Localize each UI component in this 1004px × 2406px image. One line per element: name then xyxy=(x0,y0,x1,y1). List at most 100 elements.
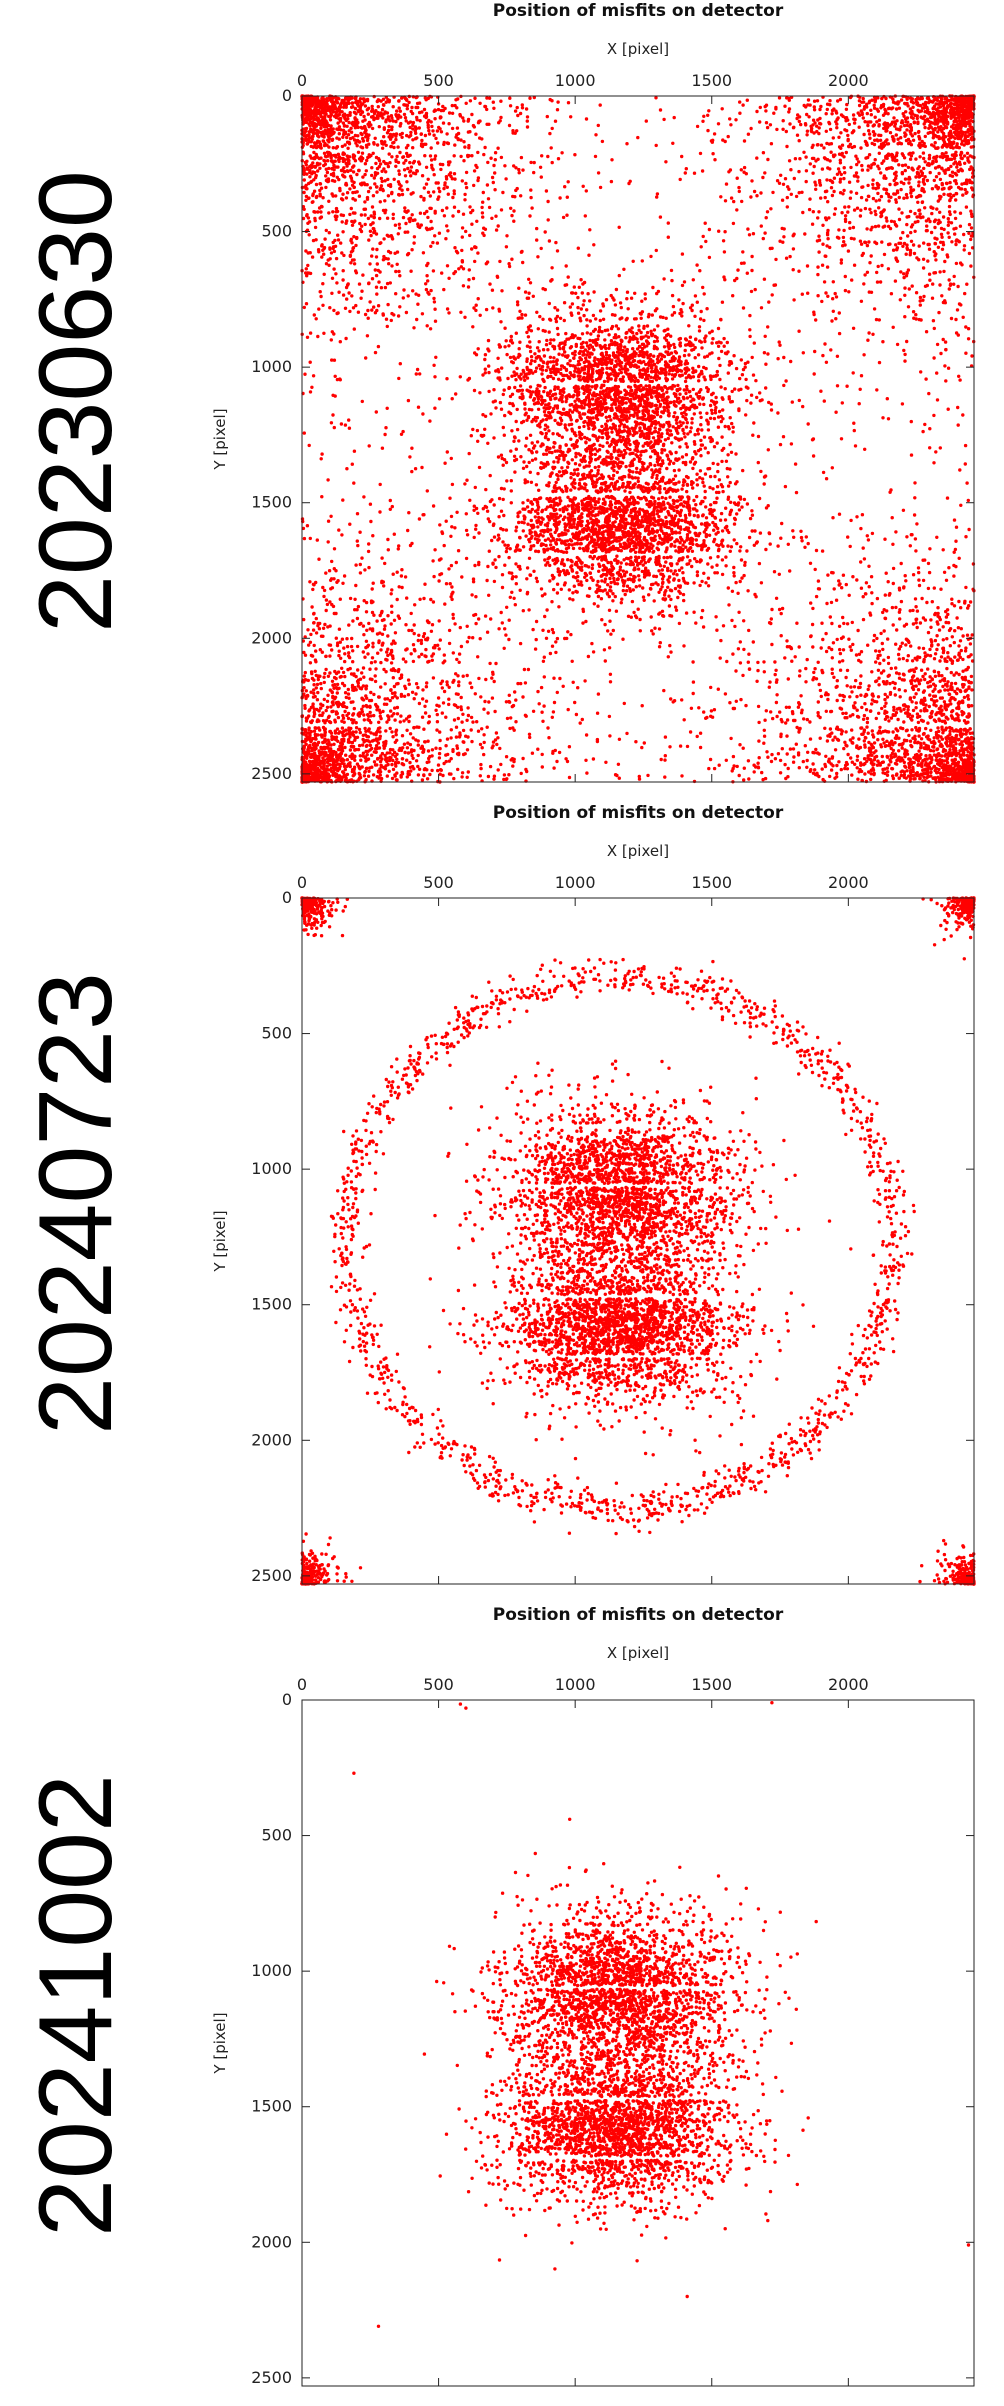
data-point xyxy=(642,360,646,364)
data-point xyxy=(327,199,331,203)
data-point xyxy=(528,349,533,354)
data-point xyxy=(609,418,613,422)
data-point xyxy=(572,584,576,588)
data-point xyxy=(784,379,788,383)
data-point xyxy=(777,340,781,344)
data-point xyxy=(626,307,630,311)
data-point xyxy=(528,370,532,374)
data-point xyxy=(582,375,586,380)
data-point xyxy=(629,547,633,552)
data-point xyxy=(669,268,674,273)
data-point xyxy=(577,285,581,289)
data-point xyxy=(544,434,548,439)
data-point xyxy=(651,487,656,491)
data-point xyxy=(619,364,623,369)
data-point xyxy=(703,489,707,494)
data-point xyxy=(632,317,637,321)
data-point xyxy=(528,345,532,349)
data-point xyxy=(720,435,724,439)
data-point xyxy=(449,514,454,519)
data-point xyxy=(559,395,563,399)
data-point xyxy=(633,291,637,295)
data-point xyxy=(707,466,712,471)
data-point xyxy=(502,433,506,437)
data-point xyxy=(543,538,548,542)
data-point xyxy=(655,412,660,417)
data-point xyxy=(705,307,709,311)
data-point xyxy=(588,586,592,591)
data-point xyxy=(585,489,589,493)
data-point xyxy=(647,593,651,597)
data-point xyxy=(527,448,531,452)
data-point xyxy=(664,522,669,526)
data-point xyxy=(564,331,568,336)
data-point xyxy=(655,410,660,414)
data-point xyxy=(582,313,586,318)
data-point xyxy=(556,332,560,337)
data-point xyxy=(341,230,345,234)
data-point xyxy=(714,525,718,529)
data-point xyxy=(638,426,642,430)
data-point xyxy=(556,386,560,391)
data-point xyxy=(706,428,711,432)
data-point xyxy=(520,420,524,425)
data-point xyxy=(646,409,651,413)
data-point xyxy=(523,407,527,411)
data-point xyxy=(586,369,591,374)
data-point xyxy=(601,390,605,394)
data-point xyxy=(649,537,654,541)
data-point xyxy=(632,364,636,368)
data-point xyxy=(552,338,556,342)
data-point xyxy=(550,471,554,475)
data-point xyxy=(573,468,577,472)
data-point xyxy=(622,448,627,453)
data-point xyxy=(673,411,677,415)
data-point xyxy=(443,461,447,465)
data-point xyxy=(576,393,581,397)
data-point xyxy=(620,409,625,414)
data-point xyxy=(588,571,593,575)
data-point xyxy=(675,509,679,513)
data-point xyxy=(474,527,478,531)
data-point xyxy=(658,490,662,495)
data-point xyxy=(582,378,587,382)
data-point xyxy=(649,364,654,369)
data-point xyxy=(643,352,647,356)
data-point xyxy=(562,373,566,378)
data-point xyxy=(622,267,626,271)
data-point xyxy=(643,405,648,409)
data-point xyxy=(685,555,690,559)
data-point xyxy=(681,543,685,547)
data-point xyxy=(613,514,618,519)
data-point xyxy=(638,388,642,392)
data-point xyxy=(603,398,607,402)
data-point xyxy=(528,540,532,544)
data-point xyxy=(637,574,641,578)
data-point xyxy=(652,328,657,332)
data-point xyxy=(576,534,581,538)
data-point xyxy=(496,356,500,360)
data-point xyxy=(527,556,532,560)
data-point xyxy=(613,313,617,317)
data-point xyxy=(729,545,734,549)
data-point xyxy=(539,587,544,591)
data-point xyxy=(587,426,591,431)
data-point xyxy=(662,277,666,281)
data-point xyxy=(696,353,701,357)
data-point xyxy=(662,564,666,568)
data-point xyxy=(657,497,661,501)
data-point xyxy=(686,520,690,525)
data-point xyxy=(470,154,474,158)
data-point xyxy=(638,375,642,379)
data-point xyxy=(623,353,627,357)
data-point xyxy=(464,556,469,561)
data-point xyxy=(634,424,638,428)
data-point xyxy=(375,247,379,252)
data-point xyxy=(615,387,619,391)
data-point xyxy=(508,355,513,360)
data-point xyxy=(656,541,661,545)
data-point xyxy=(536,471,540,476)
data-point xyxy=(514,562,518,566)
data-point xyxy=(628,442,632,447)
data-point xyxy=(587,384,591,388)
